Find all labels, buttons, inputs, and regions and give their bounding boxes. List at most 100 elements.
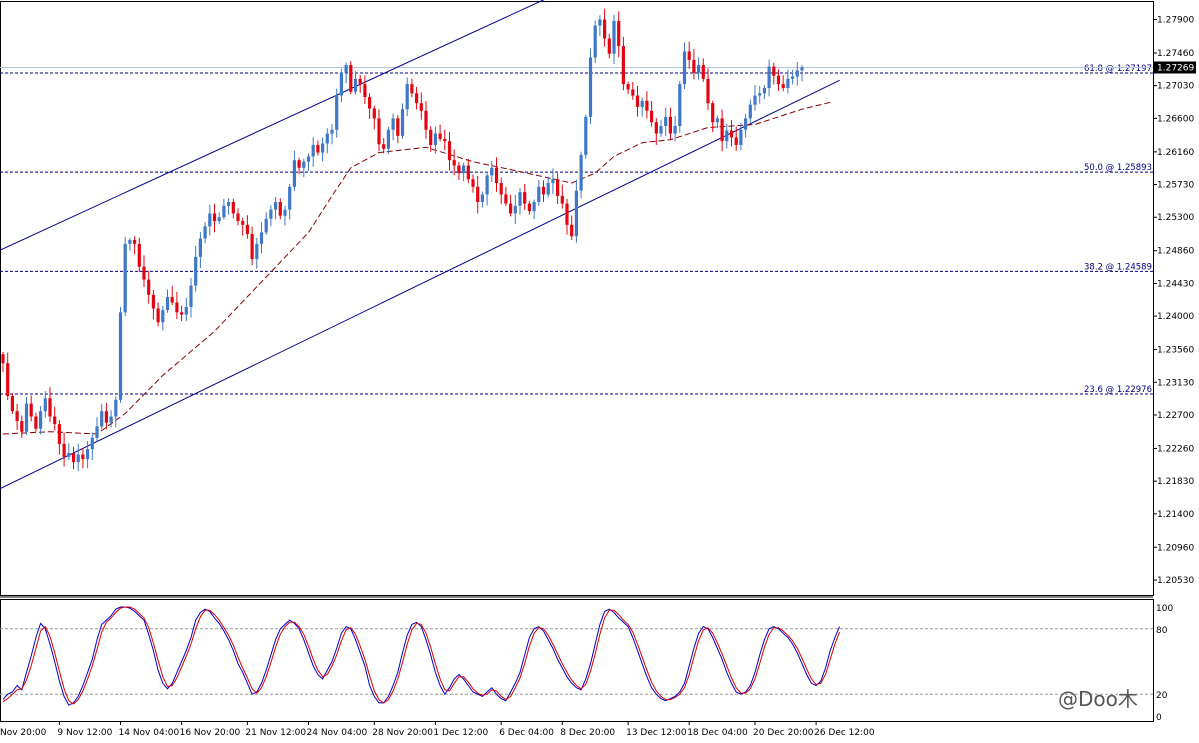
candle-body — [81, 454, 85, 460]
candle-body — [673, 125, 677, 134]
candle-body — [593, 25, 597, 58]
candle — [621, 36, 625, 91]
candle — [447, 132, 452, 171]
candle — [476, 176, 480, 214]
candle-body — [297, 160, 301, 168]
candle-body — [433, 133, 437, 145]
candle — [490, 160, 494, 182]
candle-body — [499, 183, 503, 195]
candle-body — [541, 186, 546, 195]
candle-body — [212, 213, 217, 222]
candle — [114, 396, 118, 428]
candle — [786, 69, 790, 94]
candle-body — [382, 144, 386, 149]
fibonacci-levels: 61.8 @ 1.27197 50.0 @ 1.25893 38.2 @ 1.245… — [0, 64, 1153, 395]
candle — [368, 93, 372, 119]
candle-body — [208, 213, 212, 227]
candle-body — [640, 100, 644, 107]
candle-body — [29, 403, 33, 417]
candle — [598, 15, 602, 36]
candle — [565, 198, 569, 235]
oscillator-tick-label: 80 — [1156, 626, 1168, 636]
candle-body — [532, 202, 536, 212]
candle-body — [194, 256, 198, 286]
candle — [462, 162, 466, 182]
fib-level-label: 61.8 @ 1.27197 — [1084, 64, 1152, 74]
candle-body — [621, 46, 625, 85]
candle — [617, 11, 621, 58]
time-tick-label: 28 Nov 20:00 — [372, 728, 433, 738]
candle — [382, 138, 386, 154]
candle — [339, 68, 343, 103]
candle-body — [269, 209, 273, 219]
candle — [626, 81, 630, 95]
candle-body — [758, 93, 762, 96]
time-tick-label: 13 Dec 12:00 — [626, 728, 687, 738]
price-tick-label: 1.26160 — [1157, 148, 1194, 158]
candle — [165, 289, 170, 313]
candle — [184, 297, 188, 322]
trend-channel — [0, 0, 840, 490]
candle — [701, 58, 705, 82]
candle-body — [311, 144, 315, 157]
candle-body — [15, 411, 19, 422]
candle-body — [142, 266, 146, 280]
candle-body — [368, 97, 372, 109]
candle-body — [650, 110, 654, 123]
candle — [48, 387, 52, 423]
candle-body — [537, 186, 541, 203]
oscillator-tick-label: 20 — [1156, 691, 1168, 701]
candle-body — [584, 116, 588, 155]
candle — [137, 237, 141, 273]
candle-body — [490, 167, 494, 176]
candle-body — [462, 165, 466, 174]
candle — [259, 222, 264, 254]
candle — [67, 443, 71, 461]
time-axis: Nov 20:00 9 Nov 12:00 14 Nov 04:00 16 Nov 2… — [0, 721, 875, 738]
candle-body — [198, 238, 202, 257]
candle — [424, 101, 428, 139]
candle-body — [570, 224, 574, 237]
candle — [640, 97, 644, 117]
candle — [353, 71, 358, 95]
price-tick-label: 1.25300 — [1157, 213, 1194, 223]
candle — [104, 402, 108, 430]
candle — [227, 198, 231, 215]
candle-body — [791, 76, 795, 79]
candle-body — [795, 70, 799, 77]
candle-body — [697, 65, 701, 73]
candle — [222, 198, 226, 220]
candle-body — [161, 310, 165, 323]
candle-body — [76, 454, 80, 463]
candle — [612, 14, 616, 65]
candle — [635, 85, 640, 117]
price-tick-label: 1.24430 — [1157, 279, 1194, 289]
candle-body — [372, 108, 376, 119]
candle-body — [480, 194, 484, 203]
candle — [123, 237, 127, 317]
candle — [405, 77, 409, 117]
candle — [358, 75, 362, 93]
candle — [697, 57, 701, 80]
candle-body — [711, 103, 715, 123]
candle — [687, 41, 691, 69]
candle-body — [706, 78, 710, 104]
candle — [551, 168, 555, 195]
candle-body — [6, 363, 10, 396]
candle — [762, 84, 766, 100]
candle-body — [513, 205, 517, 214]
candle — [76, 443, 80, 472]
price-tick-label: 1.27030 — [1157, 82, 1194, 92]
candle-body — [175, 302, 179, 313]
candle — [776, 69, 781, 91]
candle — [175, 291, 179, 320]
candle-body — [330, 129, 334, 134]
candle-body — [203, 226, 207, 239]
candle — [729, 120, 734, 147]
candle — [744, 113, 748, 138]
candle-body — [321, 143, 325, 153]
current-price-marker: 1.27269 — [1154, 61, 1196, 74]
candle-body — [438, 133, 442, 139]
price-tick-label: 1.22700 — [1157, 411, 1194, 421]
